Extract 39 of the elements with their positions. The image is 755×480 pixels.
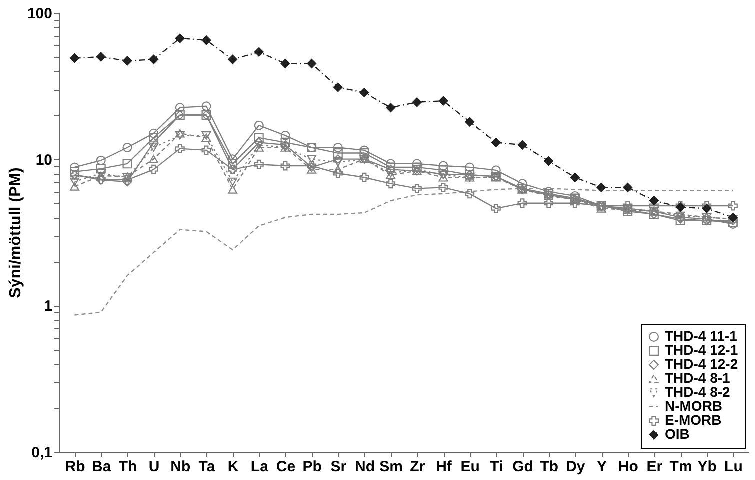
x-tick-label: La (250, 458, 270, 476)
x-tick-label: Eu (460, 458, 480, 476)
legend-label: E-MORB (665, 412, 722, 428)
legend-label: THD-4 8-2 (665, 384, 731, 400)
x-tick-label: Ba (92, 458, 112, 476)
y-tick-label: 10 (36, 152, 52, 169)
x-tick-label: Sm (380, 458, 404, 476)
x-tick-label: Ce (276, 458, 296, 476)
x-tick-label: Pb (302, 458, 322, 476)
legend-label: OIB (665, 426, 690, 442)
x-tick-label: U (148, 458, 160, 476)
legend-label: THD-4 12-2 (665, 356, 738, 372)
x-tick-label: Lu (724, 458, 743, 476)
x-tick-label: Zr (410, 458, 426, 476)
x-tick-label: Hf (436, 458, 453, 476)
x-tick-label: Sr (330, 458, 347, 476)
x-tick-label: Rb (65, 458, 86, 476)
x-tick-label: Nb (170, 458, 191, 476)
x-tick-label: Nd (354, 458, 375, 476)
legend-label: THD-4 8-1 (665, 370, 731, 386)
x-tick-label: Ta (198, 458, 216, 476)
legend-label: THD-4 11-1 (665, 328, 738, 344)
x-tick-label: Ti (490, 458, 504, 476)
y-axis-title: Sýni/möttull (PM) (7, 168, 24, 298)
x-tick-label: Dy (566, 458, 586, 476)
x-tick-label: Tb (540, 458, 559, 476)
x-tick-label: Ho (618, 458, 638, 476)
x-tick-label: Gd (512, 458, 534, 476)
legend-label: N-MORB (665, 398, 723, 414)
y-tick-label: 0,1 (32, 444, 52, 462)
x-tick-label: Er (646, 458, 663, 476)
legend-label: THD-4 12-1 (665, 342, 738, 358)
y-tick-label: 100 (27, 6, 52, 22)
x-tick-label: Tm (670, 458, 692, 476)
x-tick-label: Th (118, 458, 138, 476)
x-tick-label: K (228, 458, 239, 476)
y-tick-label: 1 (44, 298, 52, 316)
x-tick-label: Y (597, 458, 608, 476)
x-tick-label: Yb (698, 458, 717, 476)
